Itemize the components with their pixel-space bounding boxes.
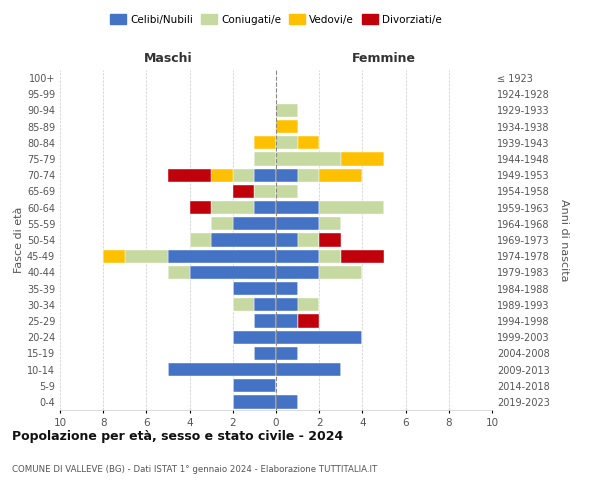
Bar [233, 282, 276, 295]
Bar [276, 168, 298, 182]
Bar [276, 217, 319, 230]
Bar [319, 217, 341, 230]
Bar [125, 250, 168, 263]
Bar [168, 363, 276, 376]
Bar [211, 168, 233, 182]
Bar [254, 152, 276, 166]
Bar [168, 168, 211, 182]
Y-axis label: Fasce di età: Fasce di età [14, 207, 24, 273]
Bar [276, 152, 341, 166]
Bar [276, 282, 298, 295]
Bar [298, 298, 319, 312]
Y-axis label: Anni di nascita: Anni di nascita [559, 198, 569, 281]
Bar [319, 234, 341, 246]
Bar [319, 168, 362, 182]
Bar [190, 201, 211, 214]
Bar [276, 120, 298, 134]
Bar [254, 346, 276, 360]
Bar [319, 266, 362, 279]
Bar [190, 234, 211, 246]
Legend: Celibi/Nubili, Coniugati/e, Vedovi/e, Divorziati/e: Celibi/Nubili, Coniugati/e, Vedovi/e, Di… [106, 10, 446, 29]
Bar [276, 266, 319, 279]
Bar [341, 152, 384, 166]
Bar [233, 185, 254, 198]
Bar [254, 314, 276, 328]
Bar [190, 266, 276, 279]
Bar [276, 363, 341, 376]
Bar [233, 217, 276, 230]
Bar [276, 185, 298, 198]
Bar [254, 185, 276, 198]
Bar [276, 346, 298, 360]
Bar [319, 201, 384, 214]
Bar [276, 298, 298, 312]
Bar [211, 217, 233, 230]
Bar [276, 396, 298, 408]
Bar [254, 136, 276, 149]
Bar [298, 168, 319, 182]
Bar [276, 234, 298, 246]
Bar [276, 104, 298, 117]
Bar [276, 250, 319, 263]
Bar [168, 250, 276, 263]
Bar [341, 250, 384, 263]
Bar [254, 298, 276, 312]
Bar [298, 234, 319, 246]
Bar [103, 250, 125, 263]
Bar [233, 379, 276, 392]
Bar [298, 314, 319, 328]
Bar [319, 250, 341, 263]
Bar [233, 168, 254, 182]
Bar [233, 298, 254, 312]
Bar [233, 330, 276, 344]
Bar [276, 314, 298, 328]
Bar [254, 168, 276, 182]
Bar [233, 396, 276, 408]
Bar [276, 136, 298, 149]
Bar [211, 201, 254, 214]
Text: Maschi: Maschi [143, 52, 193, 65]
Bar [276, 330, 362, 344]
Text: Femmine: Femmine [352, 52, 416, 65]
Bar [254, 201, 276, 214]
Bar [168, 266, 190, 279]
Bar [298, 136, 319, 149]
Bar [211, 234, 276, 246]
Text: Popolazione per età, sesso e stato civile - 2024: Popolazione per età, sesso e stato civil… [12, 430, 343, 443]
Bar [276, 201, 319, 214]
Text: COMUNE DI VALLEVE (BG) - Dati ISTAT 1° gennaio 2024 - Elaborazione TUTTITALIA.IT: COMUNE DI VALLEVE (BG) - Dati ISTAT 1° g… [12, 465, 377, 474]
